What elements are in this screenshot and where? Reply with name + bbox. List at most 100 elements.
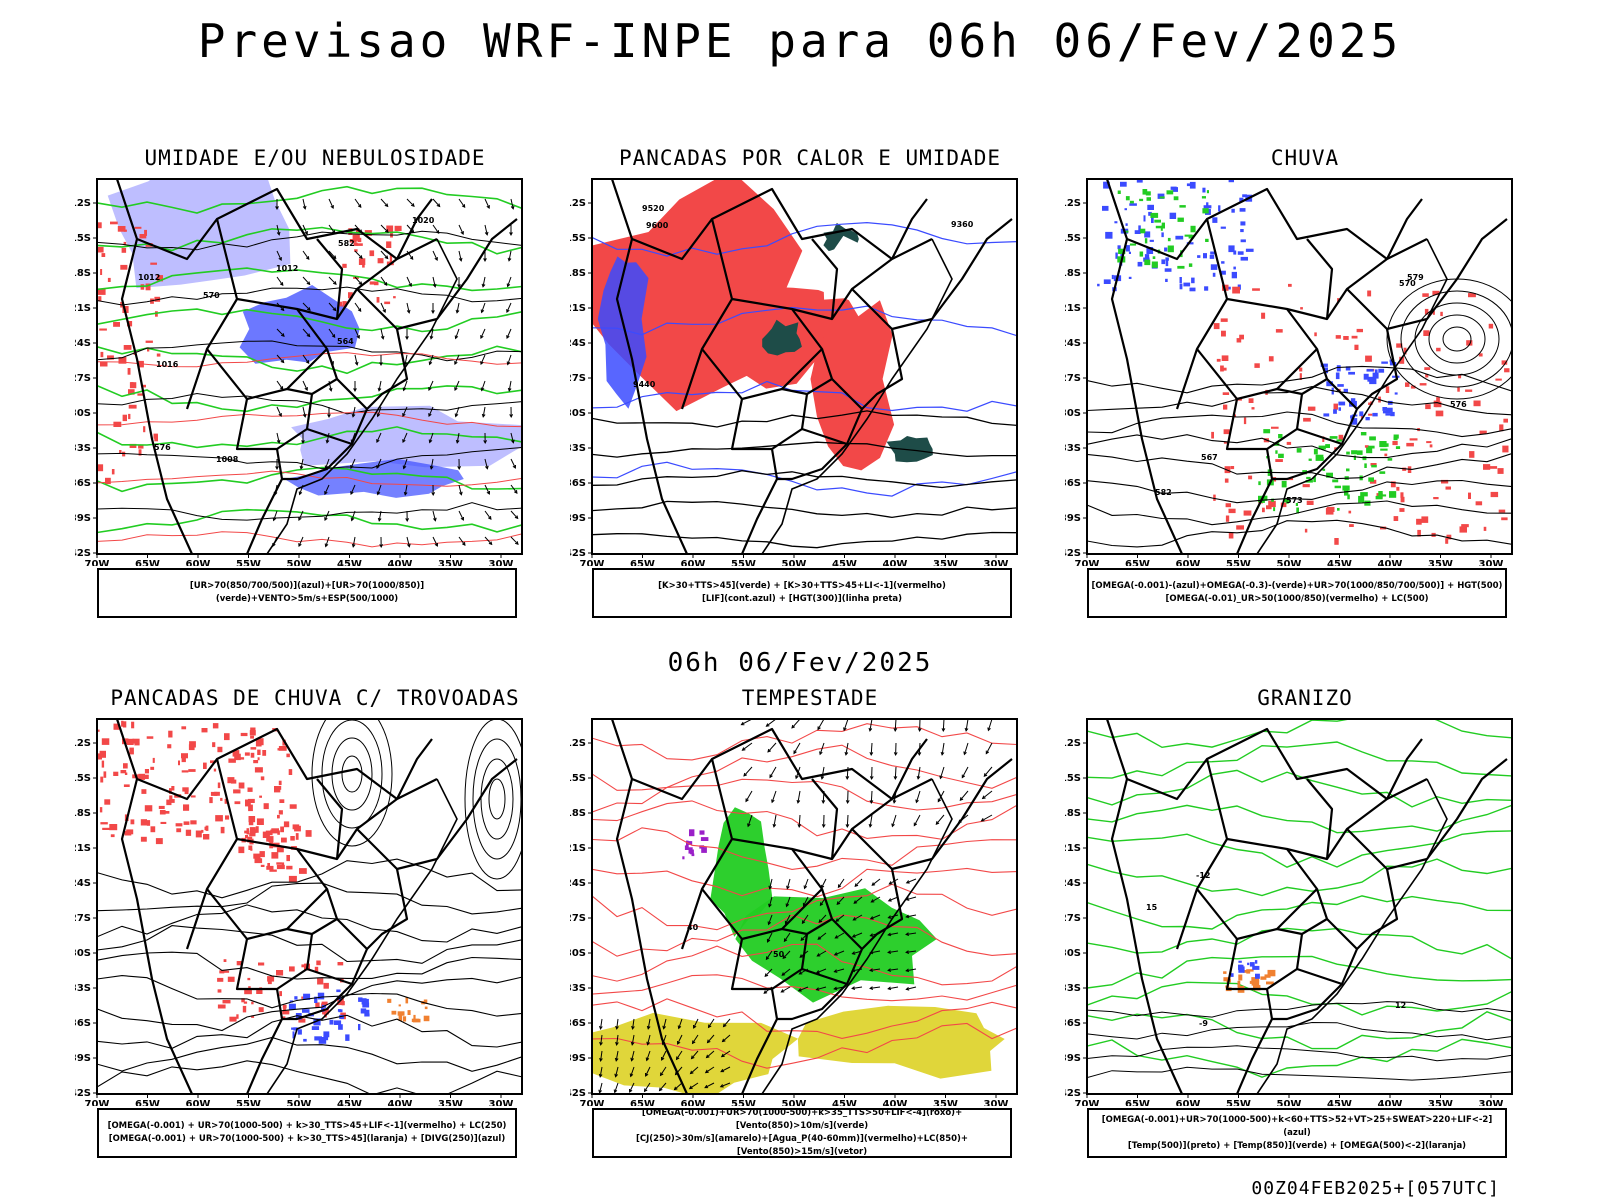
- wind-vector: [402, 465, 407, 470]
- country-border: [811, 238, 839, 320]
- wind-850-vector: [845, 775, 850, 781]
- thunderstorm-shading: [97, 729, 100, 732]
- omega-shading: [1251, 977, 1260, 983]
- precipitation-shading: [1295, 503, 1298, 506]
- thunderstorm-shading: [271, 828, 279, 834]
- wind-850-vector: [723, 1018, 731, 1027]
- humidity-shading: [121, 247, 127, 253]
- wind-vector: [410, 203, 415, 207]
- lon-label: 35W: [933, 1099, 958, 1106]
- thunderstorm-shading: [397, 1011, 405, 1016]
- wind-850-vector: [844, 751, 849, 756]
- wind-vector: [280, 333, 285, 337]
- moisture-contour: [592, 827, 1017, 870]
- wind-850-vector: [868, 727, 873, 732]
- wind-vector: [484, 536, 493, 545]
- wind-850-vector: [891, 823, 895, 828]
- wind-850-vector: [905, 932, 910, 936]
- thunderstorm-shading: [222, 1000, 231, 1004]
- wind-850-vector: [598, 1089, 602, 1094]
- wind-850-vector: [821, 799, 826, 805]
- wind-vector: [306, 307, 311, 311]
- wind-850-vector: [964, 727, 969, 732]
- wind-850-vector: [983, 773, 988, 778]
- pressure-isobar: [97, 502, 522, 521]
- precipitation-shading: [1445, 486, 1451, 490]
- thunderstorm-shading: [244, 752, 250, 756]
- precipitation-shading: [1222, 392, 1230, 395]
- wind-vector: [298, 543, 302, 548]
- lat-label: 21S: [75, 303, 91, 314]
- wind-vector: [356, 335, 360, 340]
- wind-vector: [510, 458, 516, 469]
- precipitation-shading: [1488, 323, 1494, 329]
- precipitation-shading: [1459, 526, 1467, 533]
- wind-vector: [328, 276, 337, 285]
- humidity-shading: [145, 340, 153, 343]
- country-border: [1272, 983, 1343, 1021]
- precipitation-shading: [1318, 445, 1326, 450]
- country-border: [701, 297, 824, 401]
- thunderstorm-shading: [124, 772, 128, 775]
- thunderstorm-shading: [250, 727, 256, 732]
- country-border: [206, 297, 329, 401]
- wind-vector: [302, 250, 310, 260]
- wind-850-vector: [836, 901, 841, 906]
- pressure-isobar: [97, 230, 522, 251]
- contour-label: 570: [1399, 279, 1416, 288]
- humidity-shading: [130, 382, 134, 386]
- lon-label: 65W: [135, 1099, 160, 1106]
- temp-500-contour: [1087, 1066, 1512, 1081]
- wind-vector: [354, 354, 358, 365]
- contour-label: 15: [1146, 903, 1158, 912]
- thunderstorm-shading: [224, 733, 230, 741]
- lifted-index-contour: [592, 221, 1017, 257]
- country-border: [185, 218, 239, 410]
- wind-850-vector: [677, 1025, 682, 1030]
- wind-850-vector: [631, 1025, 635, 1030]
- precipitation-shading: [1150, 212, 1159, 218]
- precipitation-shading: [1118, 248, 1126, 254]
- precipitation-shading: [1302, 484, 1310, 488]
- lat-label: 18S: [1065, 808, 1081, 819]
- streamline-250: [311, 719, 393, 847]
- precipitation-shading: [1307, 406, 1316, 411]
- wind-850-vector: [834, 950, 845, 956]
- precipitation-shading: [1097, 283, 1100, 287]
- thunderstorm-shading: [195, 830, 202, 838]
- map-frame: [591, 718, 1018, 1095]
- wind-vector: [508, 250, 512, 261]
- precipitation-shading: [1233, 266, 1236, 270]
- thunderstorm-shading: [155, 838, 163, 845]
- thunderstorm-shading: [250, 735, 254, 739]
- pressure-isobar: [97, 447, 522, 470]
- thunderstorm-shading: [259, 851, 265, 858]
- lon-label: 35W: [438, 559, 463, 566]
- thunderstorm-shading: [323, 982, 329, 989]
- wind-vector: [455, 328, 460, 339]
- thunderstorm-shading: [100, 776, 104, 783]
- wind-850-vector: [745, 798, 749, 803]
- thunderstorm-shading: [398, 1004, 401, 1007]
- lat-label: 27S: [570, 373, 586, 384]
- wind-850-vector: [888, 896, 899, 902]
- thunderstorm-shading: [301, 964, 307, 968]
- wind-850-vector: [937, 798, 942, 803]
- wind-vector: [406, 198, 415, 207]
- omega-shading: [1260, 976, 1267, 980]
- wind-850-vector: [869, 916, 874, 920]
- height-500-contour: [1087, 434, 1512, 459]
- precipitation-shading: [1225, 515, 1230, 522]
- wind-850-vector: [888, 932, 899, 936]
- wind-850-vector: [722, 1034, 731, 1042]
- wind-850-vector: [646, 1050, 651, 1061]
- precipitation-shading: [1365, 355, 1372, 362]
- wind-850-vector: [645, 1066, 651, 1077]
- thunderstorm-shading: [175, 823, 183, 827]
- thunderstorm-shading: [278, 780, 282, 785]
- thunderstorm-shading: [277, 830, 280, 835]
- precipitation-shading: [1151, 261, 1158, 268]
- wind-vector: [302, 354, 310, 364]
- map-pancadas_calor: 960095209440936012S15S18S21S24S27S30S33S…: [570, 178, 1018, 566]
